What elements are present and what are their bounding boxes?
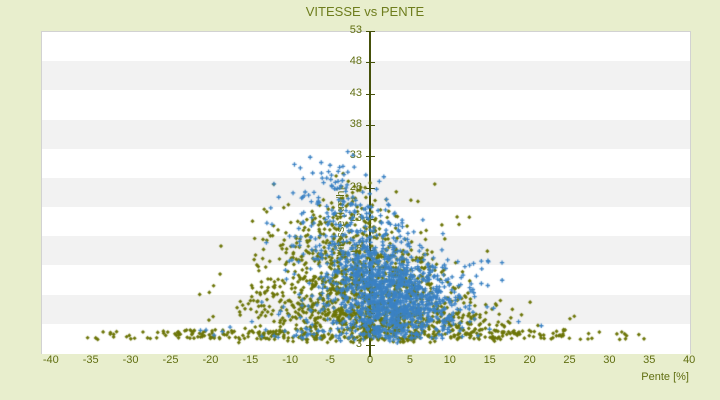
scatter-points-canvas (41, 31, 689, 352)
x-tick-label: 10 (443, 354, 456, 366)
x-tick-label: -5 (325, 354, 335, 366)
x-tick-label: -30 (122, 354, 139, 366)
x-tick-label: -25 (162, 354, 179, 366)
x-tick-label: 20 (523, 354, 536, 366)
x-tick-label: -10 (282, 354, 299, 366)
x-tick-label: -15 (242, 354, 259, 366)
x-tick-label: 5 (406, 354, 413, 366)
x-tick-label: -20 (202, 354, 219, 366)
x-tick-label: 40 (683, 354, 696, 366)
x-tick-label: 30 (603, 354, 616, 366)
x-tick-label: 15 (483, 354, 496, 366)
x-axis-title: Pente [%] (641, 371, 689, 383)
x-tick-label: 35 (643, 354, 656, 366)
x-tick-label: -40 (42, 354, 59, 366)
x-tick-label: 25 (563, 354, 576, 366)
chart-title: VITESSE vs PENTE (305, 4, 425, 19)
x-tick-label: -35 (82, 354, 99, 366)
